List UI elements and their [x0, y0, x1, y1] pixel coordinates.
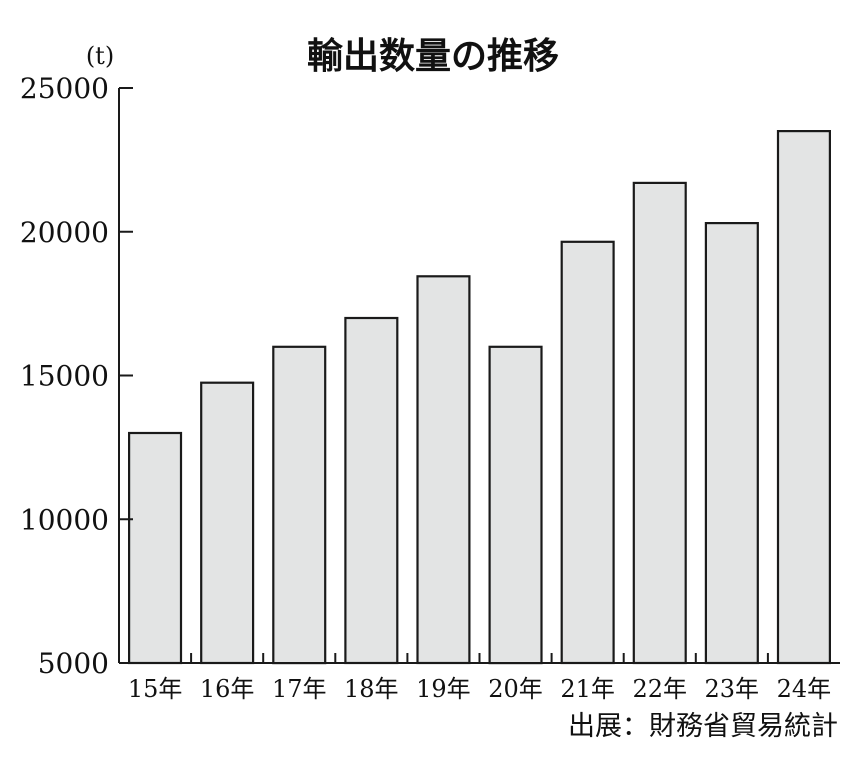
- x-tick-label-2: 16年: [200, 675, 255, 703]
- x-tick-label-4: 18年: [344, 675, 399, 703]
- bars-group: [128, 130, 832, 665]
- bar-2: [200, 381, 255, 665]
- bar-8: [632, 181, 687, 665]
- x-tick-label-6: 20年: [488, 675, 543, 703]
- bar-9: [704, 222, 759, 665]
- y-tick-label-4: 20000: [20, 216, 109, 249]
- bar-6: [488, 345, 543, 665]
- x-tick-label-1: 15年: [128, 675, 183, 703]
- x-tick-label-10: 24年: [777, 675, 832, 703]
- y-ticks-group: 5000 10000 15000 20000 25000: [20, 72, 133, 680]
- x-ticks-group: 15年 16年 17年 18年 19年 20年 21年 22年 23年 24年: [128, 653, 831, 703]
- chart-title: 輸出数量の推移: [307, 36, 559, 77]
- source-note: 出展：財務省貿易統計: [568, 711, 838, 742]
- bar-5: [416, 275, 471, 665]
- x-tick-label-7: 21年: [560, 675, 615, 703]
- x-tick-label-3: 17年: [272, 675, 327, 703]
- bar-10: [776, 130, 832, 665]
- y-tick-label-1: 5000: [38, 647, 109, 680]
- bar-4: [344, 316, 399, 665]
- x-tick-label-8: 22年: [633, 675, 688, 703]
- y-tick-label-5: 25000: [20, 72, 109, 105]
- y-tick-label-2: 10000: [20, 503, 109, 536]
- bar-1: [128, 431, 183, 665]
- bar-7: [560, 240, 615, 665]
- y-unit-label: (t): [86, 42, 114, 70]
- bar-3: [272, 345, 327, 665]
- y-tick-label-3: 15000: [20, 360, 109, 393]
- x-tick-label-5: 19年: [416, 675, 471, 703]
- x-tick-label-9: 23年: [705, 675, 760, 703]
